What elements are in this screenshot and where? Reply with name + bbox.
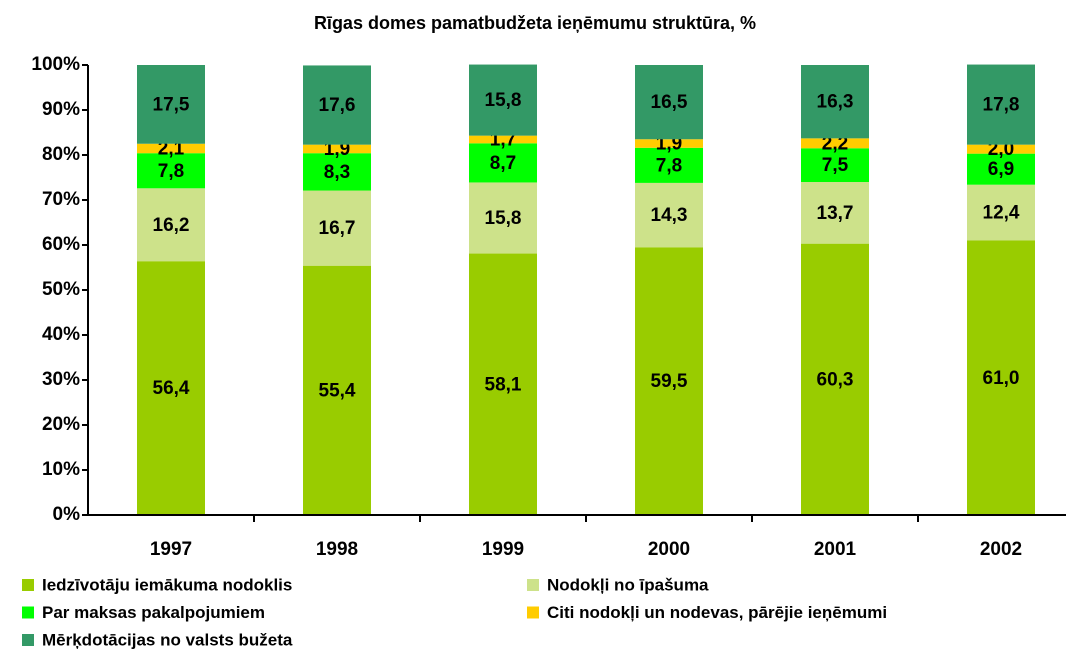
data-label: 58,1 [485, 374, 522, 395]
bar-segment [303, 265, 371, 515]
legend-label: Citi nodokļi un nodevas, pārējie ieņēmum… [547, 603, 887, 622]
y-tick-label: 0% [53, 504, 81, 525]
chart-title: Rīgas domes pamatbudžeta ieņēmumu strukt… [314, 13, 756, 33]
bar-segment [635, 147, 703, 183]
bar-segment [303, 190, 371, 266]
data-label: 8,7 [490, 153, 516, 174]
bar-segment [635, 65, 703, 140]
bar-segment [303, 153, 371, 191]
y-tick-label: 20% [42, 414, 80, 435]
bar-segment [137, 261, 205, 515]
bar-segment [469, 135, 537, 144]
bar-segment [967, 64, 1035, 145]
bar-segment [967, 144, 1035, 154]
y-tick-label: 60% [42, 234, 80, 255]
data-label: 17,5 [153, 94, 190, 115]
bar-segment [137, 65, 205, 144]
y-tick-label: 100% [31, 54, 80, 75]
y-tick-label: 50% [42, 279, 80, 300]
bar-segment [801, 182, 869, 244]
bar-segment [137, 153, 205, 189]
x-tick-label: 1998 [316, 539, 358, 560]
data-label: 7,8 [158, 161, 184, 182]
legend-swatch [527, 579, 539, 591]
data-label: 59,5 [651, 371, 688, 392]
bar-segment [801, 148, 869, 182]
y-tick-label: 90% [42, 99, 80, 120]
data-label: 16,2 [153, 215, 190, 236]
data-label: 15,8 [485, 90, 522, 111]
data-label: 60,3 [817, 369, 854, 390]
data-label: 16,3 [817, 92, 854, 113]
x-tick-label: 2001 [814, 539, 857, 560]
x-tick-label: 2000 [648, 539, 690, 560]
bar-segment [469, 182, 537, 254]
data-label: 2,2 [822, 133, 848, 154]
bar-segment [967, 240, 1035, 515]
y-tick-label: 70% [42, 189, 80, 210]
bar-segment [303, 65, 371, 145]
legend-label: Iedzīvotāju iemākuma nodoklis [42, 575, 292, 594]
legend-swatch [22, 579, 34, 591]
data-label: 15,8 [485, 208, 522, 229]
y-tick-label: 10% [42, 459, 80, 480]
bar-segment [635, 182, 703, 248]
bar-segment [967, 153, 1035, 185]
bar-segment [801, 65, 869, 139]
bar-segment [801, 138, 869, 149]
data-label: 17,8 [983, 95, 1020, 116]
bar-segment [801, 243, 869, 515]
legend-label: Par maksas pakalpojumiem [42, 603, 265, 622]
x-tick-label: 1999 [482, 539, 524, 560]
bar-segment [469, 253, 537, 516]
data-label: 13,7 [817, 203, 854, 224]
legend-swatch [22, 606, 34, 619]
bar-segment [137, 188, 205, 262]
y-tick-label: 30% [42, 369, 80, 390]
bar-segment [137, 143, 205, 154]
y-tick-label: 80% [42, 144, 80, 165]
data-label: 16,5 [651, 92, 688, 113]
data-label: 7,8 [656, 155, 682, 176]
data-label: 12,4 [983, 203, 1020, 224]
data-label: 16,7 [319, 218, 356, 239]
bar-segment [635, 139, 703, 148]
bar-segment [303, 144, 371, 154]
x-tick-label: 1997 [150, 539, 192, 560]
legend-swatch [22, 634, 34, 646]
x-tick-label: 2002 [980, 539, 1022, 560]
legend-label: Nodokļi no īpašuma [547, 575, 709, 594]
data-label: 14,3 [651, 205, 688, 226]
data-label: 6,9 [988, 159, 1014, 180]
y-tick-label: 40% [42, 324, 80, 345]
data-label: 55,4 [319, 380, 356, 401]
data-label: 56,4 [153, 378, 190, 399]
legend-swatch [527, 606, 539, 619]
data-label: 61,0 [983, 368, 1020, 389]
data-label: 17,6 [319, 95, 356, 116]
legend-label: Mērķdotācijas no valsts bužeta [42, 630, 293, 649]
bar-segment [635, 247, 703, 515]
bar-segment [469, 143, 537, 183]
data-label: 8,3 [324, 162, 350, 183]
bar-segment [469, 64, 537, 136]
data-label: 7,5 [822, 155, 849, 176]
bar-segment [967, 184, 1035, 241]
